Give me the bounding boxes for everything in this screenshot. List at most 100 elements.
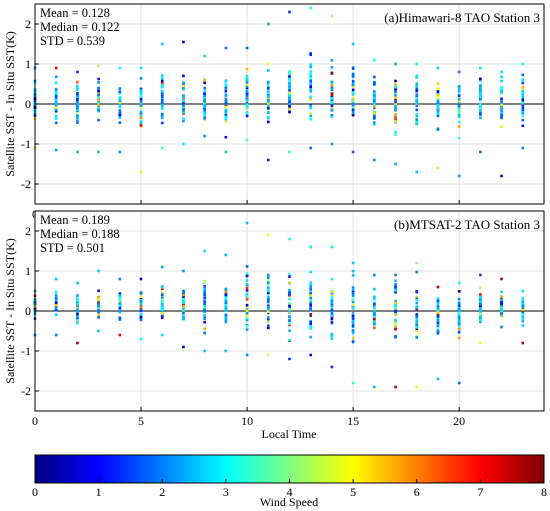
data-point [160, 121, 164, 125]
data-point [288, 338, 291, 342]
data-point [118, 316, 122, 320]
data-point [97, 109, 100, 113]
data-point [373, 58, 376, 62]
data-point [76, 305, 79, 309]
data-point [415, 326, 419, 329]
data-point [76, 109, 79, 113]
x-tick-label: 5 [138, 414, 144, 428]
data-point [203, 284, 206, 288]
data-point [160, 302, 164, 305]
data-point [436, 314, 440, 318]
data-point [309, 286, 313, 290]
data-point [309, 146, 313, 150]
data-point [479, 150, 482, 154]
data-point [330, 316, 334, 319]
data-point [245, 294, 249, 297]
data-point [160, 98, 164, 102]
data-point [288, 329, 291, 332]
y-tick-label: -2 [21, 384, 31, 398]
data-point [288, 94, 291, 97]
data-point [521, 308, 525, 312]
data-point [182, 296, 185, 300]
data-point [479, 97, 482, 101]
data-point [415, 113, 419, 116]
data-point [266, 98, 270, 102]
data-point [224, 313, 228, 317]
data-point [394, 283, 397, 286]
data-point [500, 125, 503, 128]
y-ticks: -2 -1 0 1 2 [21, 224, 39, 398]
data-point [288, 304, 291, 308]
data-point [351, 294, 355, 298]
data-point [266, 282, 270, 286]
data-point [118, 296, 122, 299]
data-point [182, 315, 185, 319]
data-point [309, 298, 313, 302]
data-point [500, 87, 503, 91]
data-point [330, 104, 334, 107]
data-point [309, 302, 313, 305]
data-point [245, 303, 249, 307]
data-point [500, 75, 503, 79]
data-point [266, 317, 270, 321]
data-point [373, 91, 376, 95]
data-point [309, 114, 313, 118]
data-point [500, 97, 503, 101]
data-point [245, 138, 249, 142]
data-point [288, 319, 291, 322]
data-point [500, 325, 503, 329]
data-point [182, 117, 185, 121]
data-point [266, 116, 270, 119]
data-point [415, 329, 419, 333]
data-point [76, 95, 79, 99]
data-point [118, 293, 122, 297]
x-tick-label: 20 [453, 414, 465, 428]
data-point [266, 324, 270, 328]
data-point [288, 110, 291, 114]
data-point [436, 107, 440, 111]
data-point [309, 70, 313, 73]
data-point [76, 106, 79, 110]
data-point [182, 302, 185, 305]
data-point [160, 333, 164, 337]
data-point [245, 309, 249, 313]
data-point [288, 97, 291, 101]
data-point [309, 312, 313, 316]
data-point [521, 114, 525, 117]
data-point [457, 307, 461, 311]
data-point [203, 320, 206, 324]
data-point [415, 315, 419, 318]
data-point [457, 327, 461, 331]
data-point [415, 89, 419, 93]
data-point [139, 124, 143, 127]
data-point [330, 92, 334, 96]
data-point [97, 304, 100, 307]
data-point [500, 116, 503, 119]
data-point [224, 316, 228, 319]
data-point [394, 291, 397, 294]
data-point [436, 66, 440, 70]
data-point [330, 337, 334, 340]
data-point [436, 127, 440, 131]
data-point [288, 291, 291, 295]
data-point [500, 308, 503, 312]
data-point [266, 319, 270, 323]
data-point [394, 313, 397, 316]
data-point [457, 322, 461, 326]
data-point [139, 309, 143, 313]
data-point [351, 106, 355, 110]
data-point [436, 95, 440, 99]
data-point [351, 79, 355, 83]
data-point [76, 341, 79, 345]
data-point [330, 308, 334, 312]
data-point [245, 106, 249, 110]
data-point [245, 353, 249, 357]
data-point [309, 294, 313, 297]
data-point [203, 287, 206, 290]
data-point [288, 307, 291, 311]
panel-title: (a)Himawari-8 TAO Station 3 [384, 10, 540, 25]
data-point [203, 116, 206, 120]
data-point [118, 297, 122, 301]
data-point [245, 46, 249, 50]
